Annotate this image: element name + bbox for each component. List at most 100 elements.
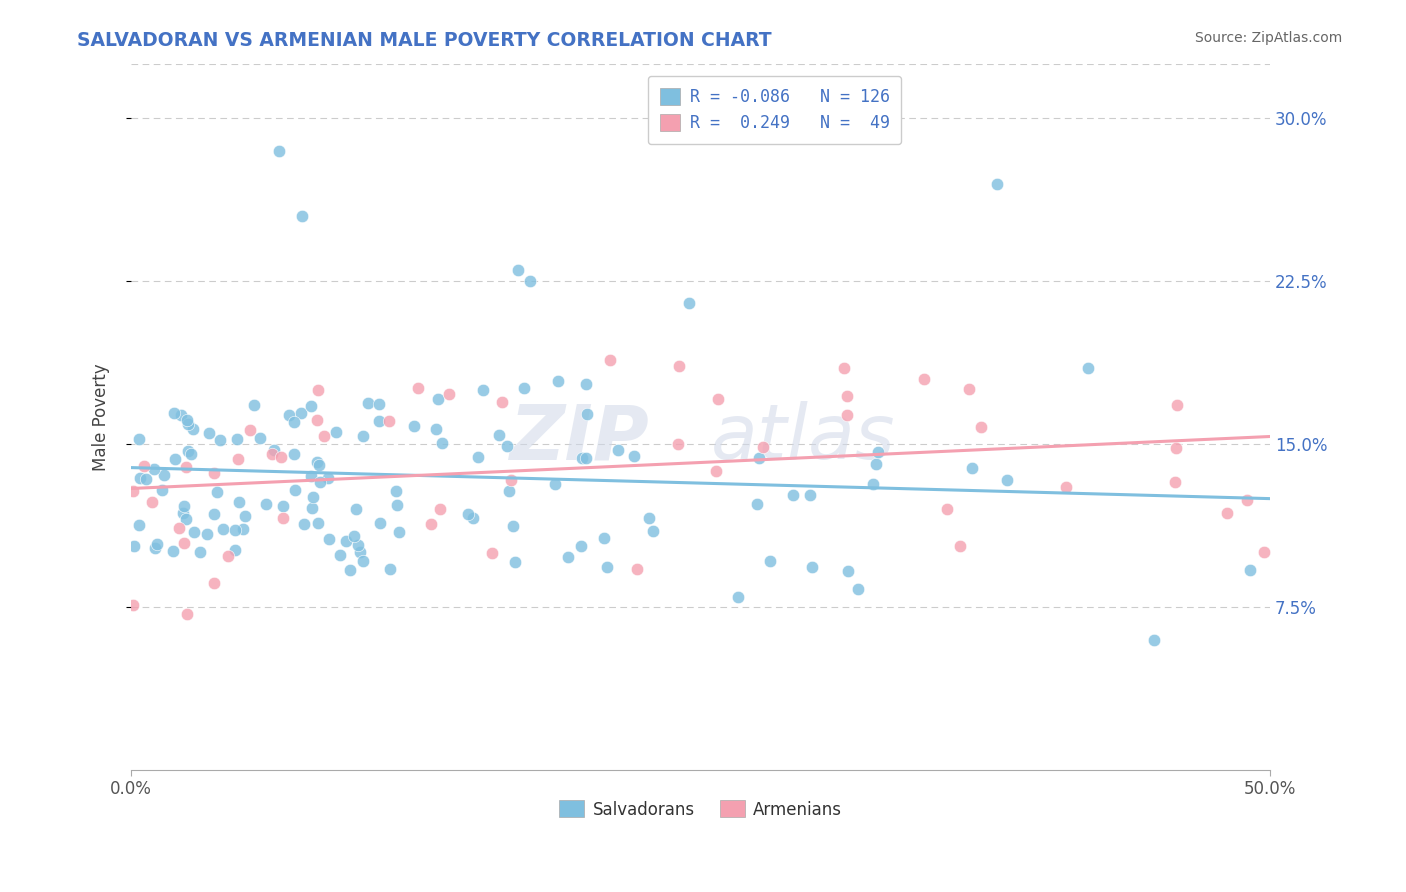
Point	[162, 544, 184, 558]
Point	[498, 484, 520, 499]
Point	[388, 524, 411, 539]
Point	[308, 458, 330, 472]
Point	[935, 502, 957, 516]
Point	[575, 377, 598, 392]
Point	[543, 477, 565, 491]
Point	[356, 396, 378, 410]
Point	[384, 484, 406, 499]
Point	[174, 511, 197, 525]
Point	[865, 458, 887, 472]
Point	[163, 451, 186, 466]
Point	[668, 359, 690, 373]
Point	[569, 539, 592, 553]
Point	[260, 447, 283, 461]
Text: Source: ZipAtlas.com: Source: ZipAtlas.com	[1195, 31, 1343, 45]
Point	[782, 488, 804, 502]
Point	[183, 524, 205, 539]
Point	[707, 392, 730, 406]
Point	[143, 462, 166, 476]
Point	[335, 534, 357, 549]
Point	[727, 591, 749, 605]
Point	[402, 418, 425, 433]
Point	[495, 439, 517, 453]
Point	[197, 426, 219, 441]
Point	[666, 437, 689, 451]
Point	[170, 408, 193, 422]
Point	[242, 398, 264, 412]
Point	[437, 386, 460, 401]
Point	[678, 296, 700, 310]
Point	[307, 413, 329, 427]
Point	[278, 408, 301, 422]
Point	[228, 452, 250, 467]
Point	[835, 408, 858, 422]
Point	[599, 353, 621, 368]
Text: atlas: atlas	[711, 401, 896, 475]
Point	[866, 445, 889, 459]
Point	[387, 498, 409, 512]
Point	[307, 383, 329, 397]
Point	[370, 516, 392, 531]
Point	[271, 500, 294, 514]
Point	[211, 522, 233, 536]
Point	[425, 422, 447, 436]
Point	[1166, 398, 1188, 412]
Point	[499, 473, 522, 487]
Point	[488, 428, 510, 442]
Point	[269, 144, 291, 158]
Point	[571, 451, 593, 466]
Point	[141, 495, 163, 509]
Point	[626, 562, 648, 576]
Point	[575, 408, 598, 422]
Point	[502, 519, 524, 533]
Point	[344, 502, 367, 516]
Point	[167, 521, 190, 535]
Point	[758, 554, 780, 568]
Point	[862, 477, 884, 491]
Point	[188, 544, 211, 558]
Point	[271, 511, 294, 525]
Point	[283, 415, 305, 429]
Point	[173, 499, 195, 513]
Point	[1077, 361, 1099, 376]
Point	[135, 472, 157, 486]
Point	[1143, 632, 1166, 647]
Point	[318, 471, 340, 485]
Point	[607, 443, 630, 458]
Point	[176, 607, 198, 621]
Point	[176, 413, 198, 427]
Point	[122, 483, 145, 498]
Point	[318, 532, 340, 546]
Point	[180, 447, 202, 461]
Point	[491, 394, 513, 409]
Point	[986, 177, 1008, 191]
Point	[799, 488, 821, 502]
Point	[177, 417, 200, 432]
Point	[205, 485, 228, 500]
Point	[1236, 493, 1258, 508]
Point	[801, 560, 824, 574]
Point	[420, 516, 443, 531]
Point	[751, 440, 773, 454]
Point	[146, 537, 169, 551]
Point	[263, 443, 285, 458]
Point	[172, 506, 194, 520]
Point	[427, 392, 450, 407]
Point	[706, 464, 728, 478]
Point	[745, 498, 768, 512]
Point	[329, 548, 352, 562]
Point	[291, 209, 314, 223]
Point	[177, 444, 200, 458]
Point	[557, 549, 579, 564]
Text: ZIP: ZIP	[510, 401, 650, 475]
Point	[226, 432, 249, 446]
Point	[302, 491, 325, 505]
Point	[284, 483, 307, 497]
Point	[367, 414, 389, 428]
Point	[202, 576, 225, 591]
Point	[145, 541, 167, 555]
Point	[912, 372, 935, 386]
Point	[224, 542, 246, 557]
Point	[575, 450, 598, 465]
Point	[352, 554, 374, 568]
